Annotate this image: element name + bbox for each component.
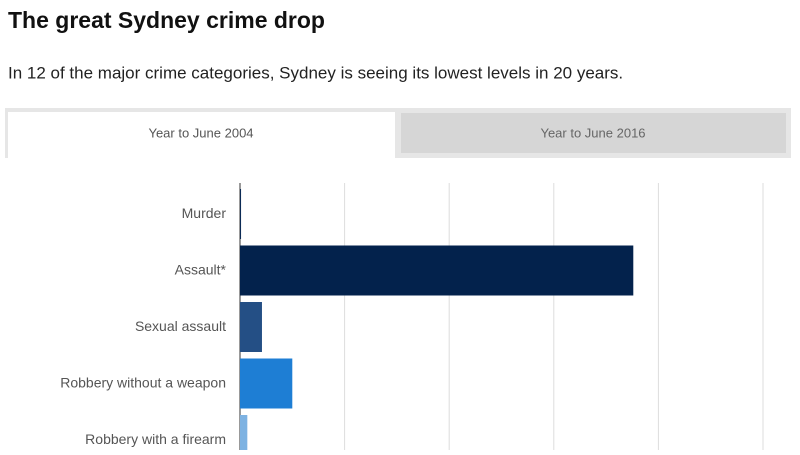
category-label: Robbery without a weapon [60,374,226,390]
subtitle: In 12 of the major crime categories, Syd… [8,63,623,82]
tab-active[interactable] [8,112,395,158]
category-label: Sexual assault [135,318,226,334]
bar [240,189,242,239]
tab-label[interactable]: Year to June 2004 [148,125,253,140]
title: The great Sydney crime drop [8,7,325,33]
category-label: Assault* [175,261,227,277]
bar [240,415,248,455]
tab-inactive[interactable] [401,113,786,153]
bar [240,302,262,352]
category-label: Murder [182,205,227,221]
bar [240,245,634,296]
tab-label[interactable]: Year to June 2016 [540,125,645,140]
bar [240,358,293,409]
category-label: Robbery with a firearm [85,431,226,447]
